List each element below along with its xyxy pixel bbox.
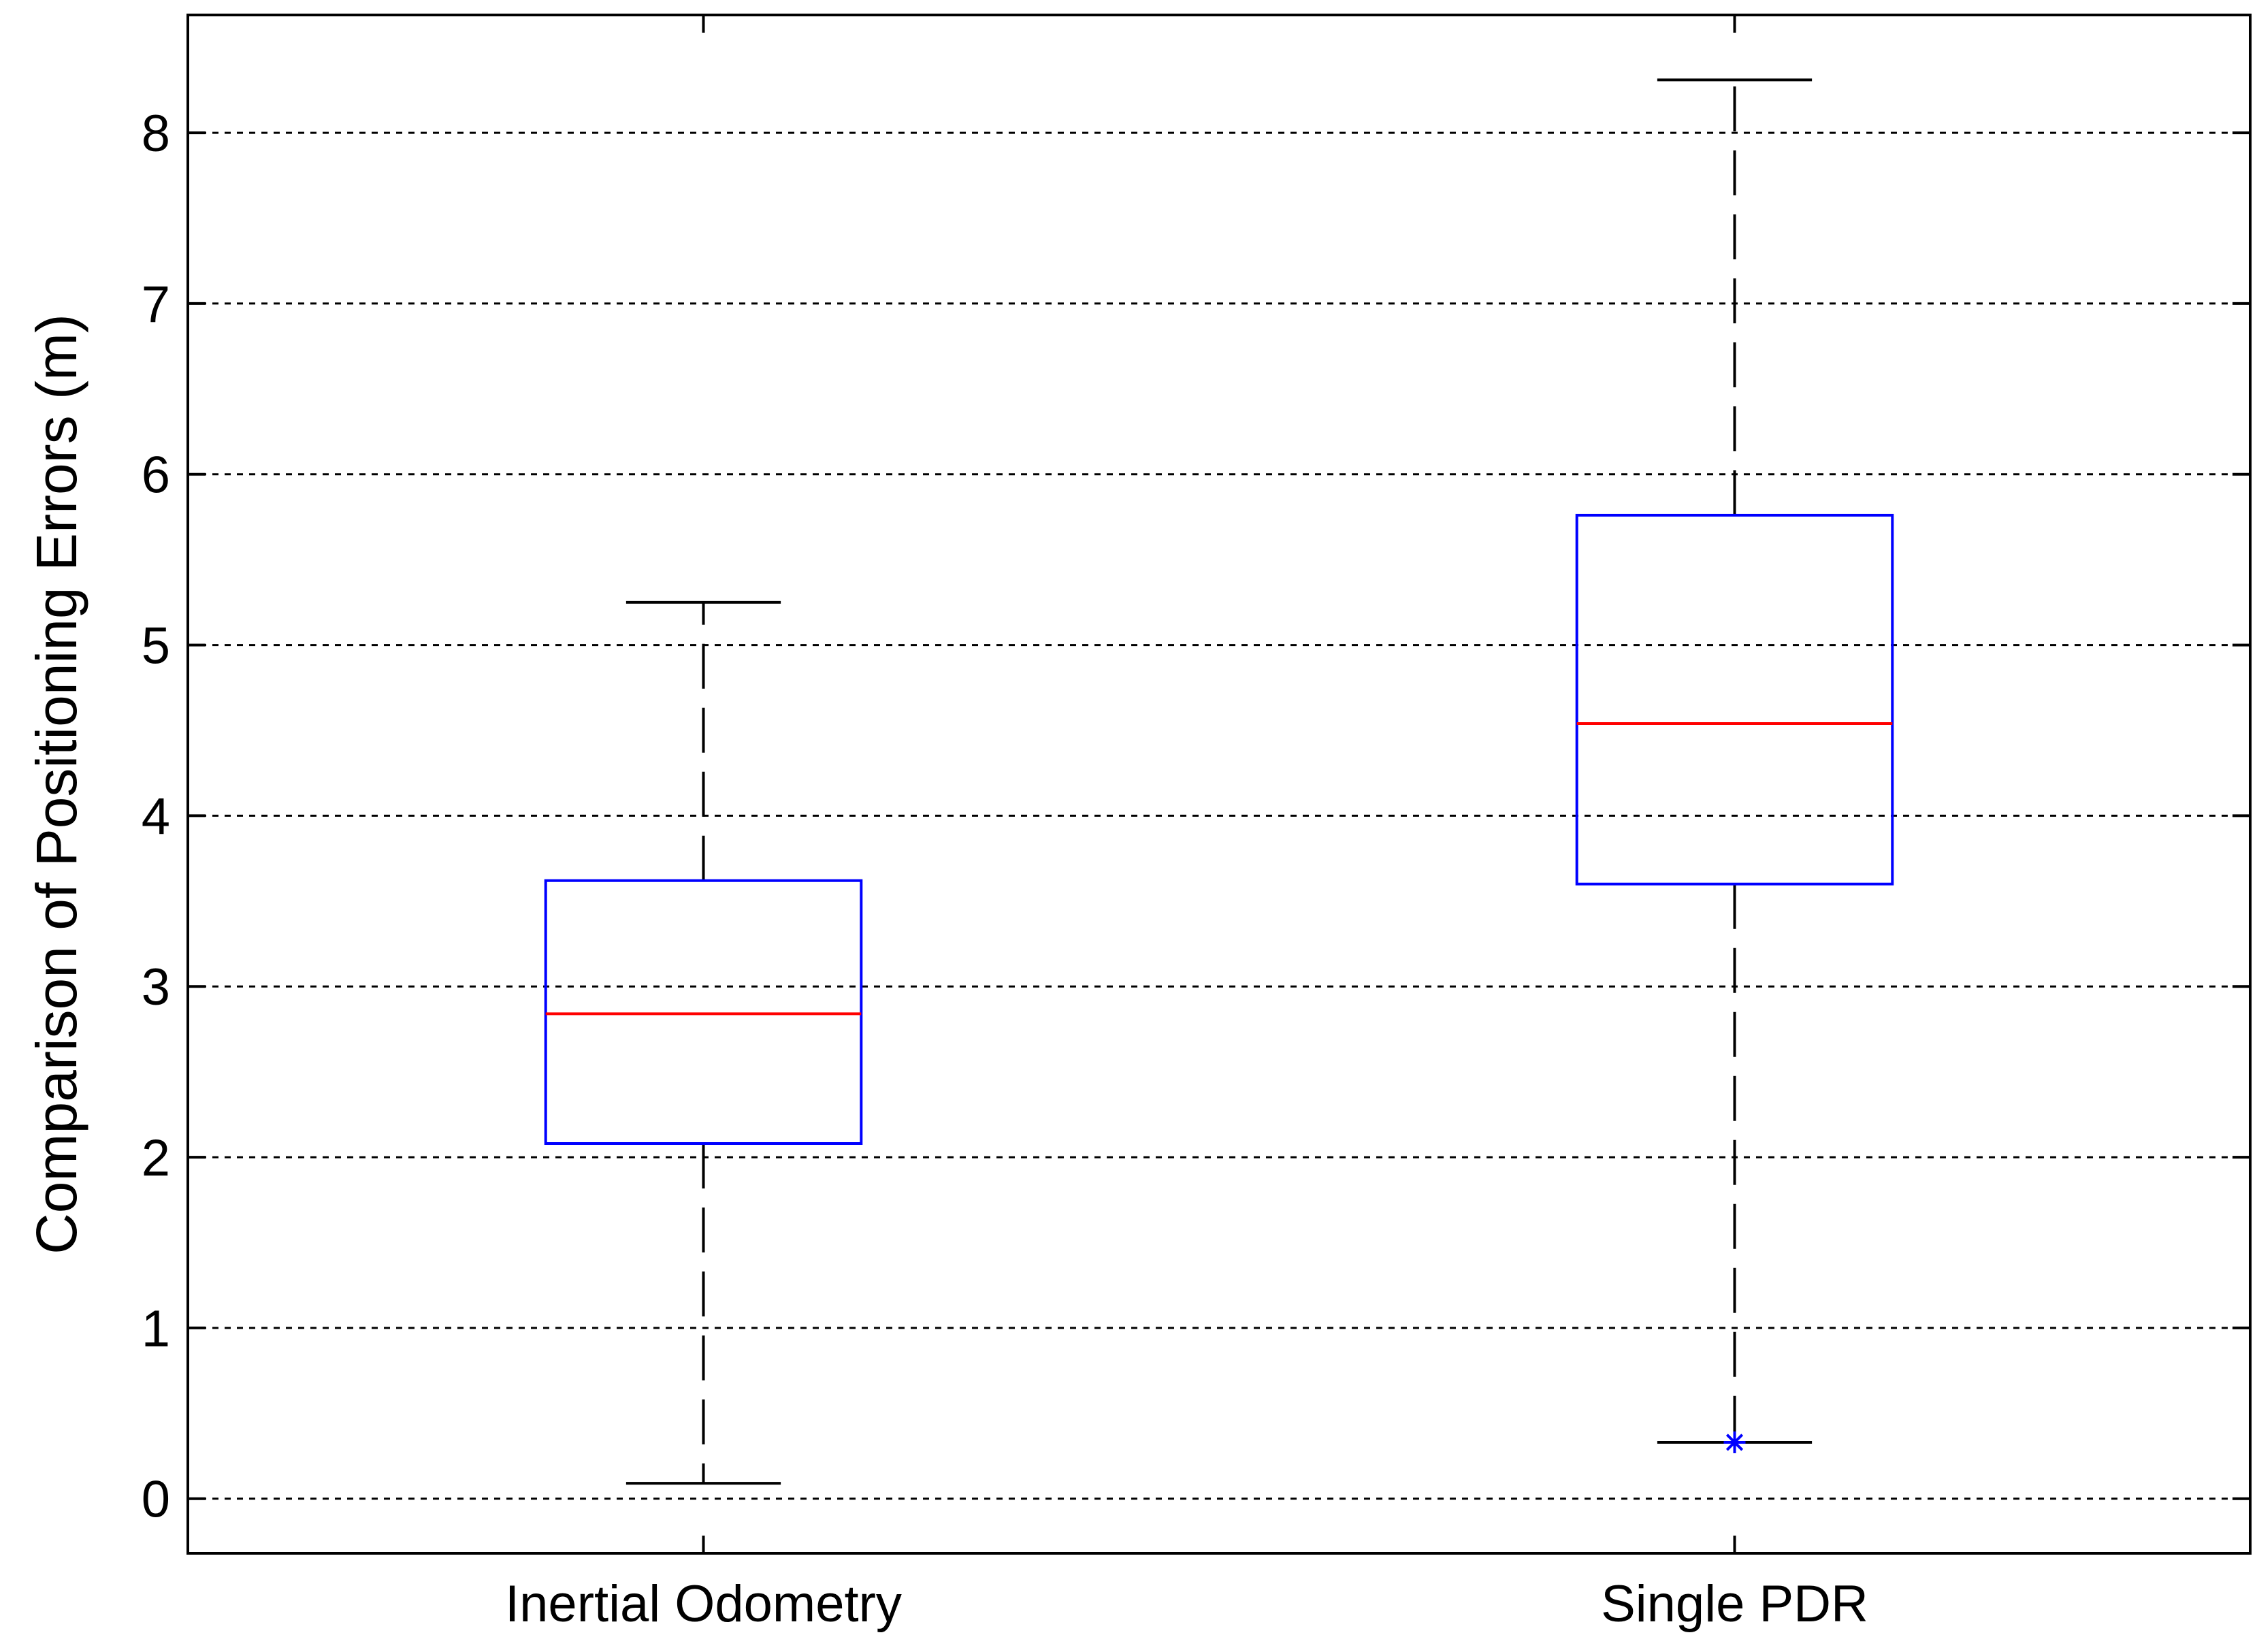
y-tick-label-8: 8 [142, 105, 170, 163]
y-tick-label-2: 2 [142, 1129, 170, 1187]
y-tick-label-4: 4 [142, 788, 170, 845]
y-tick-label-6: 6 [142, 447, 170, 504]
y-tick-label-0: 0 [142, 1471, 170, 1529]
iqr-box-0 [544, 879, 863, 1146]
y-tick-label-3: 3 [142, 958, 170, 1016]
box-plot-1 [1575, 78, 1894, 1453]
plot-frame [186, 14, 2252, 1555]
outlier-marker-1-0 [1723, 1431, 1746, 1453]
box-plot-0 [544, 600, 863, 1485]
label-layer: 0 1 2 3 4 5 6 7 8 Inertial Odometry Single PDR [142, 105, 1868, 1633]
y-tick-label-7: 7 [142, 276, 170, 334]
outlier-stroke-3 [1725, 1434, 1744, 1451]
grid-layer [188, 131, 2250, 1500]
x-category-label-0: Inertial Odometry [505, 1575, 902, 1633]
box-layer [544, 78, 1894, 1485]
iqr-box-1 [1575, 513, 1894, 886]
y-tick-label-5: 5 [142, 617, 170, 675]
y-axis-label: Comparison of Positioning Errors (m) [25, 314, 88, 1254]
y-tick-label-1: 1 [142, 1300, 170, 1358]
tick-layer [188, 15, 2250, 1553]
x-category-label-1: Single PDR [1601, 1575, 1868, 1633]
